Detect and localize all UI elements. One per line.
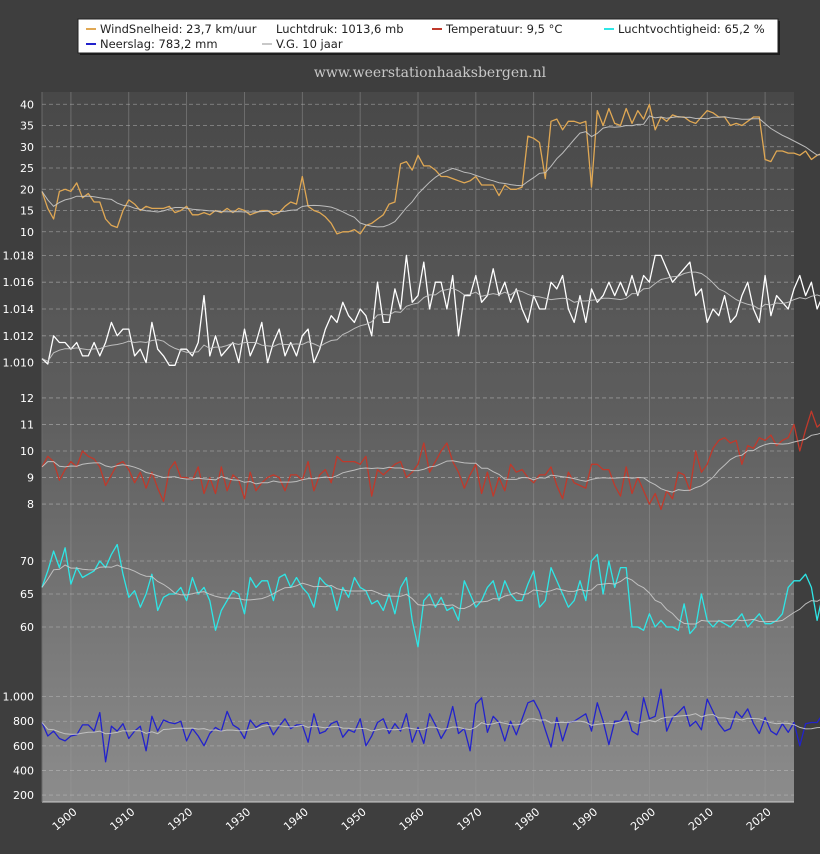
watermark: www.weerstationhaaksbergen.nl	[314, 65, 547, 81]
y-tick-label: 12	[20, 392, 34, 405]
y-tick-label: 1.000	[3, 691, 35, 704]
legend-item-label: V.G. 10 jaar	[276, 37, 343, 51]
moving-average-line-temperatuur	[41, 432, 820, 493]
y-tick-label: 600	[13, 740, 34, 753]
y-tick-label: 20	[20, 183, 34, 196]
y-tick-label: 60	[20, 621, 34, 634]
series-layer	[41, 103, 820, 763]
y-tick-label: 35	[20, 120, 34, 133]
y-tick-label: 65	[20, 588, 34, 601]
y-tick-label: 1.012	[3, 330, 35, 343]
y-tick-label: 70	[20, 555, 34, 568]
legend-box	[77, 18, 779, 54]
y-tick-label: 200	[13, 789, 34, 802]
series-line-luchtvochtigheid	[41, 543, 820, 648]
y-tick-label: 1.018	[3, 249, 35, 262]
legend: WindSnelheid: 23,7 km/uur Luchtdruk: 1013…	[77, 18, 780, 55]
y-tick-label: 1.010	[3, 357, 35, 370]
legend-item-label: Luchtdruk: 1013,6 mb	[276, 22, 404, 36]
y-tick-label: 30	[20, 141, 34, 154]
moving-average-line-windsnelheid	[41, 115, 820, 228]
y-tick-label: 800	[13, 715, 34, 728]
series-line-temperatuur	[41, 410, 820, 511]
moving-average-line-luchtvochtigheid	[41, 564, 820, 625]
y-tick-label: 1.016	[3, 276, 35, 289]
legend-item-label: Temperatuur: 9,5 °C	[445, 22, 562, 36]
moving-average-line-luchtdruk	[41, 271, 820, 362]
series-line-neerslag	[41, 688, 820, 763]
y-tick-label: 400	[13, 764, 34, 777]
y-tick-label: 11	[20, 418, 34, 431]
legend-item-label: Neerslag: 783,2 mm	[100, 37, 218, 51]
moving-average-line-neerslag	[41, 713, 820, 735]
legend-item-label: WindSnelheid: 23,7 km/uur	[100, 22, 257, 36]
y-tick-label: 1.014	[3, 303, 35, 316]
y-tick-label: 10	[20, 445, 34, 458]
y-tick-label: 15	[20, 205, 34, 218]
y-tick-label: 9	[27, 472, 34, 485]
series-line-windsnelheid	[41, 103, 820, 235]
y-tick-label: 25	[20, 162, 34, 175]
y-tick-label: 8	[27, 498, 34, 511]
y-tick-label: 40	[20, 98, 34, 111]
grid-lines	[41, 92, 794, 803]
series-line-luchtdruk	[41, 254, 820, 366]
y-tick-label: 10	[20, 226, 34, 239]
legend-item-label: Luchtvochtigheid: 65,2 %	[618, 22, 765, 36]
